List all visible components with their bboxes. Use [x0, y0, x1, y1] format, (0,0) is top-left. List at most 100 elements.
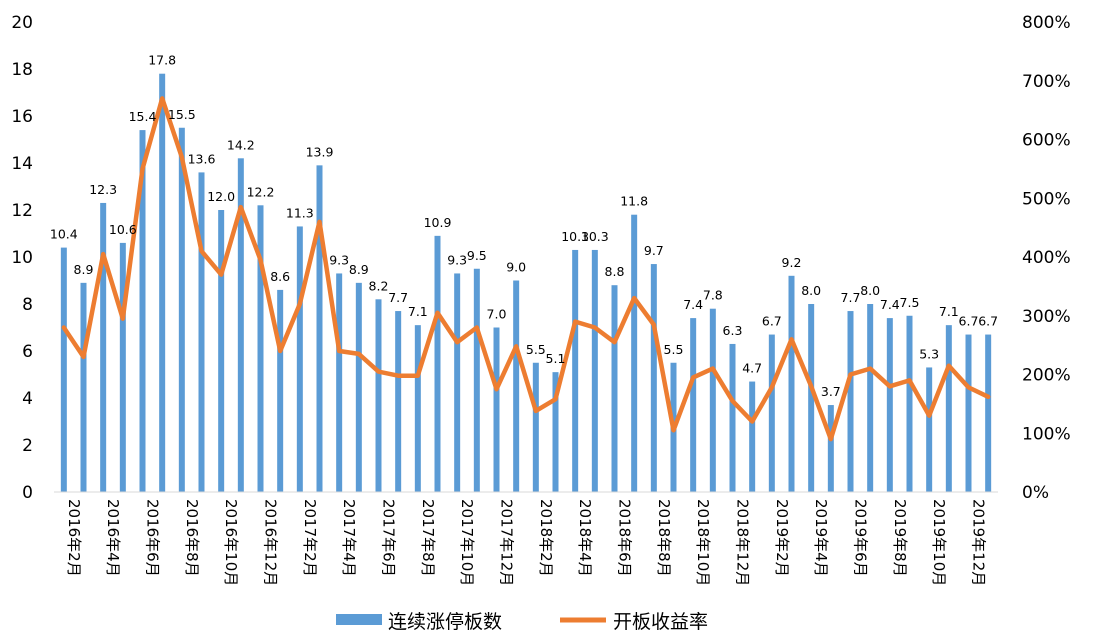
bar-data-label: 3.7	[821, 384, 841, 399]
bar-data-label: 6.7	[978, 314, 998, 329]
bar	[985, 334, 992, 492]
x-tick-label: 2016年4月	[104, 499, 122, 577]
bar	[532, 362, 539, 492]
bar-data-label: 9.3	[447, 252, 467, 267]
bar-data-label: 9.0	[506, 260, 526, 275]
y-left-tick-label: 0	[22, 483, 33, 503]
bar-data-label: 5.1	[546, 351, 566, 366]
y-right-tick-label: 100%	[1022, 424, 1071, 444]
x-tick-label: 2016年6月	[144, 499, 162, 577]
bar-data-label: 15.5	[168, 107, 196, 122]
bar-data-label: 8.0	[860, 283, 880, 298]
bar	[729, 343, 736, 492]
y-left-axis: 0 2 4 6 8 10 12 14 16 18 20	[11, 13, 33, 503]
bar-data-label: 7.8	[703, 288, 723, 303]
bar	[139, 130, 146, 492]
bar	[395, 311, 402, 492]
bar	[198, 172, 205, 492]
bar	[749, 381, 756, 492]
bar	[218, 210, 225, 492]
bar-data-label: 4.7	[742, 361, 762, 376]
bar	[690, 318, 697, 492]
bar-data-label: 13.6	[188, 151, 216, 166]
bar	[473, 268, 480, 492]
bar-data-label: 11.3	[286, 205, 314, 220]
y-right-tick-label: 300%	[1022, 307, 1071, 327]
x-tick-label: 2019年6月	[852, 499, 870, 577]
y-left-tick-label: 14	[11, 154, 33, 174]
x-tick-label: 2017年4月	[340, 499, 358, 577]
bar	[336, 273, 343, 492]
line-series	[61, 96, 991, 442]
y-right-tick-label: 800%	[1022, 13, 1071, 33]
bar	[965, 334, 972, 492]
bar	[375, 299, 382, 492]
bar	[886, 318, 893, 492]
y-left-tick-label: 6	[22, 342, 33, 362]
y-right-tick-label: 600%	[1022, 131, 1071, 151]
y-right-tick-label: 0%	[1022, 483, 1049, 503]
bar	[159, 73, 166, 492]
x-tick-label: 2017年8月	[419, 499, 437, 577]
bar	[60, 247, 67, 492]
x-tick-label: 2018年12月	[734, 499, 752, 586]
y-right-tick-label: 500%	[1022, 189, 1071, 209]
bar-data-label: 6.3	[723, 323, 743, 338]
bar-data-label: 10.9	[424, 215, 452, 230]
bar-data-label: 7.4	[683, 297, 703, 312]
x-tick-label: 2019年10月	[930, 499, 948, 586]
x-tick-label: 2017年12月	[498, 499, 516, 586]
bar-data-label: 8.6	[270, 269, 290, 284]
bar-data-label: 12.0	[207, 189, 235, 204]
x-tick-label: 2019年4月	[812, 499, 830, 577]
y-left-tick-label: 18	[11, 60, 33, 80]
bar	[906, 315, 913, 492]
y-left-tick-label: 8	[22, 295, 33, 315]
bar	[454, 273, 461, 492]
legend-bar-label: 连续涨停板数	[388, 611, 502, 633]
bar	[513, 280, 520, 492]
bar-data-label: 6.7	[762, 314, 782, 329]
x-tick-label: 2017年6月	[380, 499, 398, 577]
bar-data-label: 10.4	[50, 227, 78, 242]
y-left-tick-label: 12	[11, 201, 33, 221]
data-labels: 10.4 8.9 12.3 10.6 15.4 17.8 15.5 13.6 12.0 14.2 1…	[50, 53, 998, 399]
bar-data-label: 7.5	[900, 295, 920, 310]
x-tick-label: 2018年6月	[616, 499, 634, 577]
bar-data-label: 8.8	[605, 264, 625, 279]
bar-data-label: 5.5	[664, 342, 684, 357]
bar	[768, 334, 775, 492]
y-right-tick-label: 400%	[1022, 248, 1071, 268]
y-left-tick-label: 10	[11, 248, 33, 268]
bar	[591, 249, 598, 492]
bar	[611, 285, 618, 492]
bar-data-label: 6.7	[959, 314, 979, 329]
bar	[434, 235, 441, 492]
legend-bar-swatch	[336, 614, 382, 625]
bar-data-label: 5.5	[526, 342, 546, 357]
bar-data-label: 9.5	[467, 248, 487, 263]
legend: 连续涨停板数 开板收益率	[336, 611, 708, 633]
bar-data-label: 10.3	[561, 229, 589, 244]
bar	[119, 242, 126, 492]
bar-data-label: 12.2	[247, 184, 275, 199]
y-left-tick-label: 2	[22, 436, 33, 456]
bar	[572, 249, 579, 492]
bar-data-label: 10.6	[109, 222, 137, 237]
bar	[926, 367, 933, 492]
y-left-tick-label: 4	[22, 389, 33, 409]
bar-data-label: 9.2	[782, 255, 802, 270]
x-tick-label: 2016年12月	[262, 499, 280, 586]
bar	[552, 372, 559, 492]
x-tick-label: 2016年8月	[183, 499, 201, 577]
bar-data-label: 8.0	[801, 283, 821, 298]
bar-data-label: 10.3	[581, 229, 609, 244]
bar-series	[60, 73, 992, 493]
bar-data-label: 8.2	[369, 278, 389, 293]
x-tick-label: 2018年10月	[694, 499, 712, 586]
bar-data-label: 14.2	[227, 137, 255, 152]
x-axis: 2016年2月 2016年4月 2016年6月 2016年8月 2016年10月 2016…	[65, 499, 988, 586]
x-tick-label: 2018年8月	[655, 499, 673, 577]
y-right-tick-label: 200%	[1022, 366, 1071, 386]
